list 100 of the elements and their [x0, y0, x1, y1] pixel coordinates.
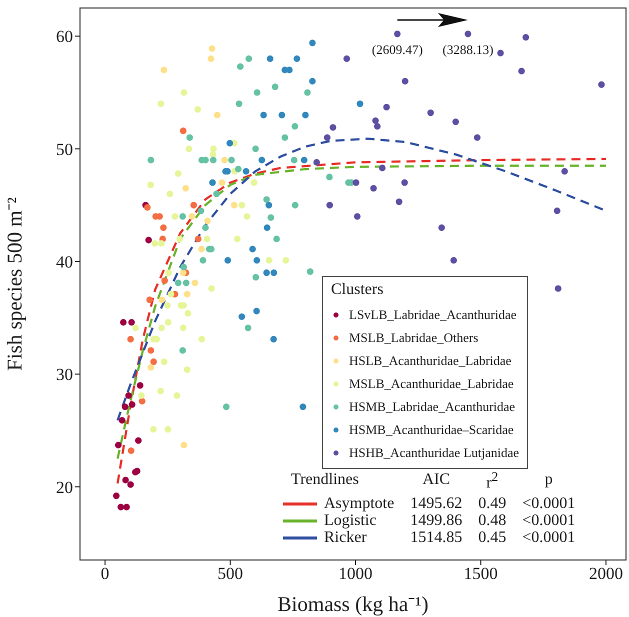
point — [128, 401, 136, 408]
point — [204, 236, 210, 242]
point — [246, 55, 252, 62]
point — [497, 50, 504, 56]
point — [180, 324, 186, 332]
point — [290, 156, 298, 164]
point — [213, 190, 220, 198]
annotation: (3288.13) — [442, 42, 494, 57]
annotation: (2609.47) — [372, 42, 423, 57]
point — [208, 285, 215, 292]
point — [292, 202, 298, 208]
point — [148, 364, 154, 371]
point — [402, 78, 408, 85]
point — [326, 174, 333, 180]
point — [179, 347, 186, 354]
point — [372, 117, 379, 124]
legend-label: HSLB_Acanthuridae_Labridae — [349, 352, 512, 368]
point — [123, 504, 130, 510]
annotation: AIC — [421, 470, 451, 490]
point — [179, 213, 186, 220]
point — [522, 34, 530, 41]
point — [204, 218, 211, 224]
legend-label: MSLB_Acanthuridae_Labridae — [349, 376, 514, 392]
point — [188, 213, 196, 220]
point — [136, 382, 144, 389]
point — [164, 319, 172, 326]
point — [146, 296, 153, 304]
point — [180, 264, 187, 270]
point — [238, 313, 246, 320]
point — [464, 30, 472, 38]
point — [160, 66, 168, 74]
point — [210, 151, 216, 158]
y-tick-label: 20 — [56, 478, 73, 497]
point — [282, 134, 288, 141]
point — [294, 55, 300, 62]
point — [264, 224, 270, 231]
point — [379, 164, 386, 172]
point — [518, 68, 525, 74]
point — [180, 442, 188, 448]
legend-label: LSvLB_Labridae_Acanthuridae — [349, 306, 516, 322]
point — [370, 184, 377, 192]
legend-label: HSHB_Acanthuridae Lutjanidae — [349, 444, 520, 460]
point — [198, 336, 206, 342]
point — [228, 156, 235, 164]
point — [148, 347, 154, 354]
x-tick-label: 1500 — [464, 564, 498, 584]
annotation: 1514.85 — [409, 529, 464, 546]
point — [266, 55, 274, 62]
point — [254, 257, 260, 264]
point — [176, 236, 183, 242]
annotation: Trendlines — [290, 470, 360, 490]
y-tick-label: 30 — [56, 365, 73, 384]
point — [396, 198, 402, 206]
point — [554, 207, 560, 214]
point — [138, 398, 146, 404]
point — [263, 269, 270, 276]
point — [214, 112, 221, 118]
point — [474, 134, 481, 141]
legend-label: HSMB_Acanthuridae–Scaridae — [349, 422, 514, 438]
legend-label: Ricker — [323, 529, 368, 546]
point — [598, 81, 605, 88]
point — [244, 324, 252, 332]
point — [144, 204, 151, 211]
point — [401, 179, 408, 186]
point — [157, 388, 164, 394]
annotation: p — [544, 470, 554, 490]
point — [127, 336, 134, 342]
point — [352, 179, 360, 186]
point — [249, 246, 256, 252]
point — [210, 156, 217, 164]
point — [166, 190, 174, 198]
point — [270, 336, 277, 342]
point — [164, 426, 172, 433]
point — [160, 224, 167, 231]
point — [450, 257, 457, 264]
point — [263, 196, 270, 203]
point — [224, 257, 232, 264]
point — [238, 202, 246, 208]
point — [273, 236, 280, 242]
point — [192, 280, 198, 286]
point — [158, 296, 166, 304]
point — [242, 168, 250, 175]
point — [209, 179, 216, 186]
y-tick-label: 60 — [56, 27, 73, 46]
point — [313, 159, 320, 166]
point — [135, 437, 142, 444]
x-tick-label: 2000 — [588, 564, 623, 584]
point — [132, 324, 139, 332]
point — [160, 358, 168, 366]
point — [254, 89, 260, 96]
point — [152, 240, 158, 247]
point — [158, 100, 164, 108]
point — [118, 417, 126, 424]
point — [125, 392, 132, 399]
point — [158, 324, 165, 332]
point — [304, 89, 311, 96]
x-tick-label: 500 — [218, 564, 244, 584]
point — [452, 118, 459, 126]
point — [554, 285, 562, 292]
point — [354, 213, 361, 220]
